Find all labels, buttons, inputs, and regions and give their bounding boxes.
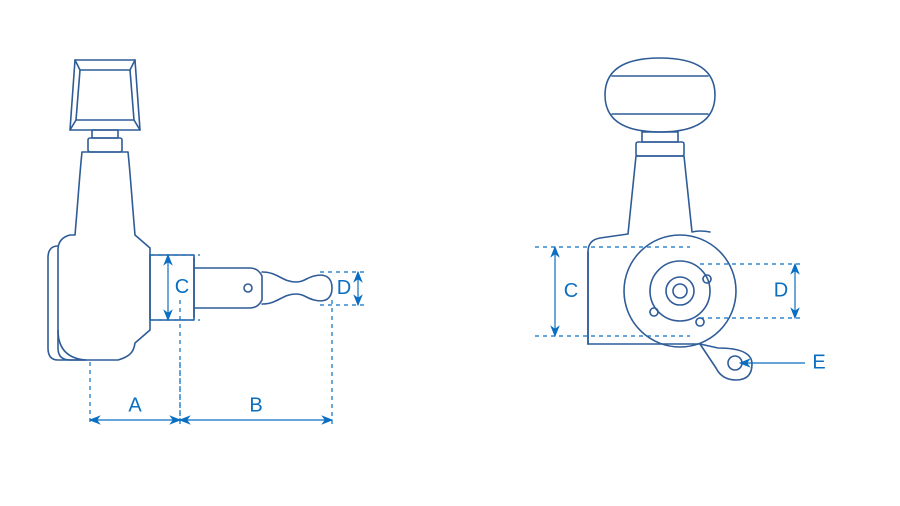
dim-label-A: A: [128, 394, 142, 416]
dim-label-D-left: D: [337, 277, 351, 299]
left-view: A B C D: [48, 60, 366, 426]
dim-label-C_left: C: [175, 276, 189, 298]
dim-label-B: B: [249, 394, 262, 416]
right-view: C D E: [535, 58, 826, 380]
dim-label-C-right: C: [564, 280, 578, 302]
dim-label-E: E: [812, 351, 825, 373]
dim-label-D-right: D: [774, 279, 788, 301]
